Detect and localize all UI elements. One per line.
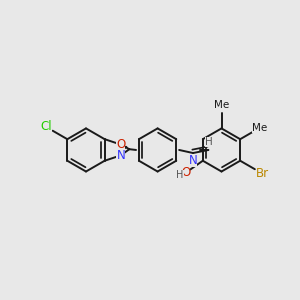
Text: O: O — [181, 166, 190, 179]
Text: Cl: Cl — [40, 120, 52, 134]
Text: H: H — [176, 170, 184, 180]
Text: Me: Me — [214, 100, 229, 110]
Text: Me: Me — [252, 123, 267, 133]
Text: H: H — [205, 137, 212, 147]
Text: Br: Br — [256, 167, 269, 180]
Text: N: N — [116, 149, 125, 162]
Text: O: O — [116, 138, 125, 151]
Text: N: N — [189, 154, 197, 167]
